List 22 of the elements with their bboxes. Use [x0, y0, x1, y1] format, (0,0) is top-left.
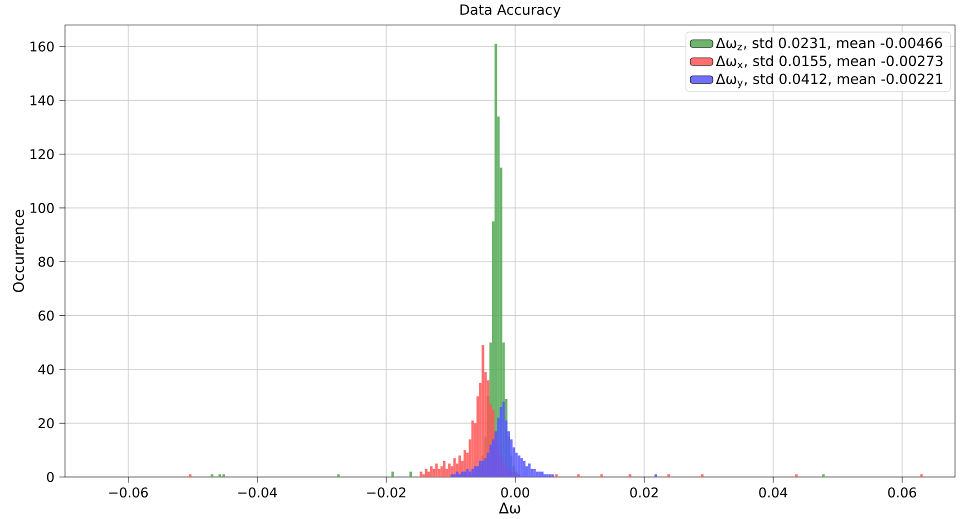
x-tick-label: 0.00 — [501, 487, 530, 498]
y-tick-label: 100 — [30, 202, 54, 213]
legend-label: Δω$_{x}$, std 0.0155, mean -0.00273 — [716, 55, 942, 68]
y-tick-label: 140 — [30, 95, 54, 106]
legend-label: Δω$_{z}$, std 0.0231, mean -0.00466 — [716, 37, 942, 50]
y-tick-label: 40 — [38, 364, 54, 374]
y-axis-title: Occurrence — [12, 210, 24, 292]
y-tick-label: 20 — [38, 418, 54, 428]
x-tick-label: 0.06 — [888, 487, 916, 498]
y-tick-label: 120 — [30, 149, 54, 160]
x-tick-label: 0.02 — [630, 487, 658, 498]
x-tick-label: −0.06 — [109, 487, 148, 498]
x-tick-label: 0.04 — [759, 487, 788, 498]
x-tick-label: −0.04 — [238, 487, 277, 498]
legend-label: Δω$_{y}$, std 0.0412, mean -0.00221 — [716, 73, 942, 88]
y-tick-label: 160 — [30, 41, 54, 52]
x-tick-label: −0.02 — [367, 487, 406, 498]
y-tick-label: 80 — [38, 256, 54, 267]
y-tick-label: 0 — [47, 472, 54, 482]
chart-title: Data Accuracy — [460, 4, 561, 18]
y-tick-label: 60 — [38, 310, 54, 321]
x-axis-title: Δω — [498, 502, 520, 514]
